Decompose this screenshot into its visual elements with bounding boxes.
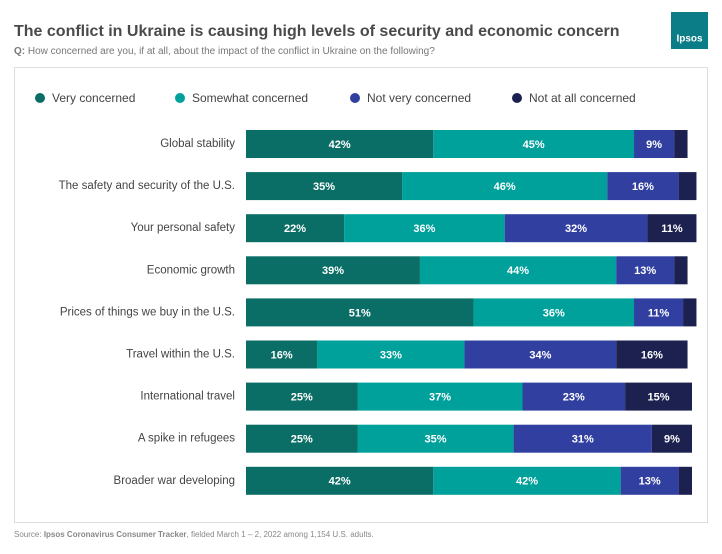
legend-label: Somewhat concerned: [192, 91, 308, 105]
category-label: A spike in refugees: [138, 433, 235, 445]
value-label: 9%: [646, 139, 662, 151]
logo: Ipsos: [676, 34, 703, 45]
category-label: The safety and security of the U.S.: [59, 180, 235, 192]
bar-segment: [473, 298, 635, 327]
value-label: 42%: [329, 139, 351, 151]
bar-segment: [678, 172, 697, 201]
legend-label: Not very concerned: [367, 91, 471, 105]
source-label: Source:: [14, 530, 42, 539]
category-label: Economic growth: [147, 264, 235, 276]
bar-segment: [246, 256, 420, 285]
bar-segment: [246, 466, 434, 495]
legend-swatch: [175, 93, 185, 103]
category-label: Broader war developing: [114, 475, 235, 487]
bar-segment: [317, 340, 465, 369]
category-label: International travel: [140, 391, 235, 403]
bar-segment: [634, 130, 675, 158]
bar-segment: [504, 214, 648, 243]
value-label: 25%: [291, 392, 313, 404]
bar-segment: [402, 172, 608, 201]
value-label: 35%: [425, 434, 447, 446]
panel: [14, 67, 708, 523]
value-label: 23%: [563, 392, 585, 404]
category-label: Global stability: [160, 138, 235, 150]
bar-segment: [683, 298, 697, 327]
value-label: 36%: [543, 307, 565, 319]
value-label: 34%: [529, 349, 551, 361]
category-label: Travel within the U.S.: [126, 349, 235, 361]
source: Source: Ipsos Coronavirus Consumer Track…: [14, 530, 374, 539]
bar-segment: [246, 298, 474, 327]
subtitle: Q: How concerned are you, if at all, abo…: [14, 46, 435, 57]
subtitle-text: How concerned are you, if at all, about …: [28, 46, 435, 57]
bar-segment: [620, 466, 679, 495]
value-label: 42%: [329, 476, 351, 488]
legend-swatch: [350, 93, 360, 103]
logo-box: [671, 12, 708, 49]
bar-segment: [433, 130, 635, 158]
bar-segment: [357, 424, 514, 453]
bar-segment: [616, 256, 675, 285]
value-label: 16%: [641, 349, 663, 361]
chart-title: The conflict in Ukraine is causing high …: [14, 23, 620, 40]
bar-segment: [678, 466, 692, 495]
bar-segment: [357, 382, 523, 411]
legend-swatch: [35, 93, 45, 103]
source-name: Ipsos Coronavirus Consumer Tracker: [44, 530, 187, 539]
bar-segment: [616, 340, 688, 369]
bar-segment: [513, 424, 652, 453]
value-label: 39%: [322, 265, 344, 277]
value-label: 25%: [291, 434, 313, 446]
value-label: 46%: [494, 181, 516, 193]
value-label: 37%: [429, 392, 451, 404]
bar-segment: [647, 214, 697, 243]
legend-label: Very concerned: [52, 91, 135, 105]
bar-segment: [674, 256, 688, 285]
bar-segment: [246, 172, 403, 201]
bar-segment: [625, 382, 692, 411]
bar-segment: [246, 424, 358, 453]
value-label: 11%: [661, 223, 683, 235]
value-label: 35%: [313, 181, 335, 193]
value-label: 31%: [572, 434, 594, 446]
legend-swatch: [512, 93, 522, 103]
value-label: 22%: [284, 223, 306, 235]
value-label: 33%: [380, 349, 402, 361]
bar-segment: [674, 130, 688, 158]
value-label: 42%: [516, 476, 538, 488]
bar-segment: [433, 466, 621, 495]
subtitle-label: Q:: [14, 46, 25, 57]
bar-segment: [634, 298, 684, 327]
value-label: 45%: [523, 139, 545, 151]
value-label: 13%: [639, 476, 661, 488]
value-label: 9%: [664, 434, 680, 446]
value-label: 51%: [349, 307, 371, 319]
category-label: Prices of things we buy in the U.S.: [60, 306, 235, 318]
value-label: 44%: [507, 265, 529, 277]
value-label: 16%: [271, 349, 293, 361]
bar-segment: [522, 382, 626, 411]
source-text: , fielded March 1 – 2, 2022 among 1,154 …: [187, 530, 374, 539]
bar-segment: [344, 214, 505, 243]
bar-segment: [607, 172, 679, 201]
bar-segment: [464, 340, 617, 369]
bar-segment: [246, 382, 358, 411]
value-label: 32%: [565, 223, 587, 235]
value-label: 15%: [648, 392, 670, 404]
category-label: Your personal safety: [131, 222, 236, 234]
legend-label: Not at all concerned: [529, 91, 636, 105]
bar-segment: [246, 340, 318, 369]
bar-segment: [246, 214, 345, 243]
value-label: 36%: [413, 223, 435, 235]
bar-segment: [651, 424, 692, 453]
bar-segment: [246, 130, 434, 158]
value-label: 11%: [648, 307, 670, 319]
value-label: 16%: [632, 181, 654, 193]
value-label: 13%: [634, 265, 656, 277]
bar-segment: [419, 256, 617, 285]
